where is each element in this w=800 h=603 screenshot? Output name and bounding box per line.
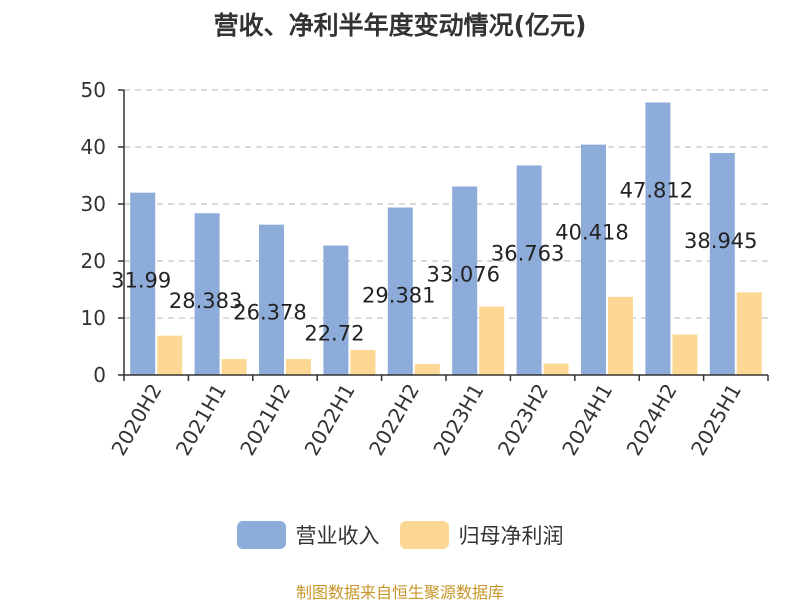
legend: 营业收入 归母净利润 [0, 520, 800, 550]
x-tick-label: 2022H1 [300, 380, 360, 460]
y-tick-label: 50 [81, 78, 106, 102]
data-label-revenue: 38.945 [684, 229, 757, 253]
data-label-revenue: 33.076 [426, 262, 499, 286]
bar-revenue [645, 102, 671, 375]
y-tick-label: 0 [93, 363, 106, 387]
data-label-revenue: 29.381 [362, 284, 435, 308]
bar-net-profit [672, 334, 698, 375]
bar-net-profit [736, 292, 762, 375]
bar-net-profit [608, 296, 633, 375]
chart-title: 营收、净利半年度变动情况(亿元) [213, 11, 587, 40]
data-source-note: 制图数据来自恒生聚源数据库 [295, 583, 504, 602]
bar-net-profit [157, 335, 183, 375]
data-label-revenue: 36.763 [491, 241, 564, 265]
bar-revenue [194, 213, 220, 375]
y-tick-label: 20 [81, 249, 106, 273]
bar-net-profit [414, 364, 440, 375]
legend-swatch-net-profit [399, 521, 449, 549]
y-tick-label: 30 [81, 192, 106, 216]
x-tick-label: 2025H1 [686, 380, 746, 460]
bar-revenue [709, 153, 735, 375]
legend-swatch-revenue [236, 521, 286, 549]
legend-label-net-profit: 归母净利润 [458, 524, 564, 548]
x-tick-label: 2023H1 [428, 380, 488, 460]
bar-revenue [516, 165, 542, 375]
legend-item-net-profit[interactable]: 归母净利润 [399, 520, 564, 550]
x-tick-label: 2021H1 [171, 380, 231, 460]
x-tick-label: 2024H1 [557, 380, 617, 460]
data-label-revenue: 31.99 [111, 269, 171, 293]
data-label-revenue: 22.72 [304, 321, 364, 345]
y-tick-label: 40 [81, 135, 106, 159]
bar-net-profit [543, 363, 569, 375]
legend-label-revenue: 营业收入 [295, 524, 380, 548]
data-label-revenue: 26.378 [233, 301, 306, 325]
x-tick-label: 2020H2 [106, 380, 166, 460]
x-tick-label: 2023H2 [493, 380, 553, 460]
bar-net-profit [221, 359, 247, 375]
bar-revenue [387, 207, 413, 375]
bar-revenue [130, 192, 156, 375]
y-tick-label: 10 [81, 306, 106, 330]
data-label-revenue: 40.418 [555, 221, 628, 245]
bar-revenue [581, 144, 606, 375]
legend-item-revenue[interactable]: 营业收入 [236, 520, 380, 550]
x-tick-label: 2024H2 [622, 380, 682, 460]
bar-revenue [259, 224, 284, 375]
data-label-revenue: 28.383 [169, 289, 242, 313]
bar-revenue [323, 245, 349, 375]
x-tick-label: 2021H2 [235, 380, 295, 460]
data-label-revenue: 47.812 [620, 178, 693, 202]
x-tick-label: 2022H2 [364, 380, 424, 460]
bar-net-profit [479, 306, 505, 375]
bar-revenue [452, 186, 478, 375]
bar-net-profit [286, 359, 311, 375]
bar-net-profit [350, 349, 376, 375]
